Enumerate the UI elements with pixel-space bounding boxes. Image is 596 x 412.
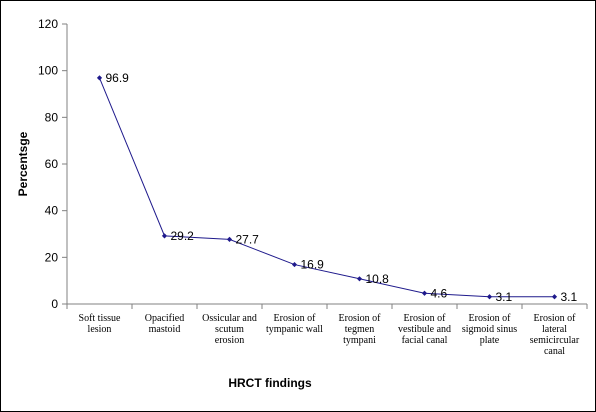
x-category-label: Soft tissue lesion <box>79 313 122 335</box>
y-tick-label: 120 <box>38 17 58 31</box>
y-tick-label: 20 <box>45 250 59 264</box>
x-category-label-line: Opacified <box>145 313 184 324</box>
data-point <box>551 294 558 300</box>
x-category-label-line: canal <box>544 346 565 357</box>
data-point <box>161 233 168 239</box>
x-category-label: Ossicular and scutum erosion <box>202 313 257 346</box>
x-category-label-line: mastoid <box>149 324 181 335</box>
y-tick-label: 100 <box>38 64 58 78</box>
data-point <box>291 261 298 268</box>
series-polyline <box>99 77 555 298</box>
x-category-label: Opacified mastoid <box>145 313 184 335</box>
x-category-label: Erosion of vestibule and facial canal <box>398 313 451 346</box>
x-category-label-line: Erosion of <box>274 313 317 324</box>
x-category-label-line: Erosion of <box>339 313 382 324</box>
data-label: 10.8 <box>366 272 390 286</box>
x-axis-ticks <box>66 304 588 309</box>
data-points <box>96 75 558 300</box>
data-label: 29.2 <box>171 229 195 243</box>
x-category-label: Erosion of tympanic wall <box>266 313 323 335</box>
data-label: 96.9 <box>106 71 130 85</box>
x-category-label-line: erosion <box>215 335 244 346</box>
x-category-label-line: sigmoid sinus <box>462 324 517 335</box>
x-category-label-line: Erosion of <box>404 313 447 324</box>
x-category-label-line: Soft tissue <box>79 313 122 324</box>
data-point <box>226 236 233 242</box>
data-point <box>96 75 103 81</box>
x-category-label-line: semicircular <box>530 335 580 346</box>
x-category-label-line: tympani <box>343 335 376 346</box>
y-axis-title: Percentsge <box>16 131 30 196</box>
series-line <box>99 77 555 298</box>
x-category-label-line: Ossicular and <box>202 313 257 324</box>
x-category-label-line: tegmen <box>345 324 374 335</box>
axes <box>66 24 587 305</box>
y-tick-label: 0 <box>51 297 58 311</box>
data-labels: 96.9 29.2 27.7 16.9 10.8 4.6 3.1 3.1 <box>106 71 578 304</box>
data-label: 16.9 <box>301 258 325 272</box>
data-label: 4.6 <box>431 286 448 300</box>
x-category-label-line: plate <box>480 335 500 346</box>
data-point <box>421 290 428 296</box>
data-point <box>486 294 493 300</box>
x-category-label: Erosion of lateral semicircular canal <box>530 313 580 357</box>
y-axis-ticks: 0 20 40 60 80 100 120 <box>38 17 67 311</box>
x-axis-title: HRCT findings <box>228 376 312 390</box>
x-category-label-line: tympanic wall <box>266 324 323 335</box>
x-category-label-line: lateral <box>542 324 567 335</box>
data-label: 3.1 <box>496 290 513 304</box>
x-category-label-line: Erosion of <box>469 313 512 324</box>
data-point <box>356 276 363 282</box>
y-tick-label: 40 <box>45 204 59 218</box>
x-category-label-line: facial canal <box>402 335 448 346</box>
x-category-label: Erosion of tegmen tympani <box>339 313 382 346</box>
data-label: 27.7 <box>236 232 260 246</box>
data-label: 3.1 <box>561 290 578 304</box>
x-category-label-line: lesion <box>88 324 112 335</box>
x-category-label: Erosion of sigmoid sinus plate <box>462 313 517 346</box>
y-tick-label: 80 <box>45 110 59 124</box>
y-tick-label: 60 <box>45 157 59 171</box>
x-category-label-line: scutum <box>215 324 244 335</box>
x-category-label-line: Erosion of <box>534 313 577 324</box>
x-category-label-line: vestibule and <box>398 324 451 335</box>
category-labels: Soft tissue lesion Opacified mastoid Ossicul… <box>79 313 580 357</box>
